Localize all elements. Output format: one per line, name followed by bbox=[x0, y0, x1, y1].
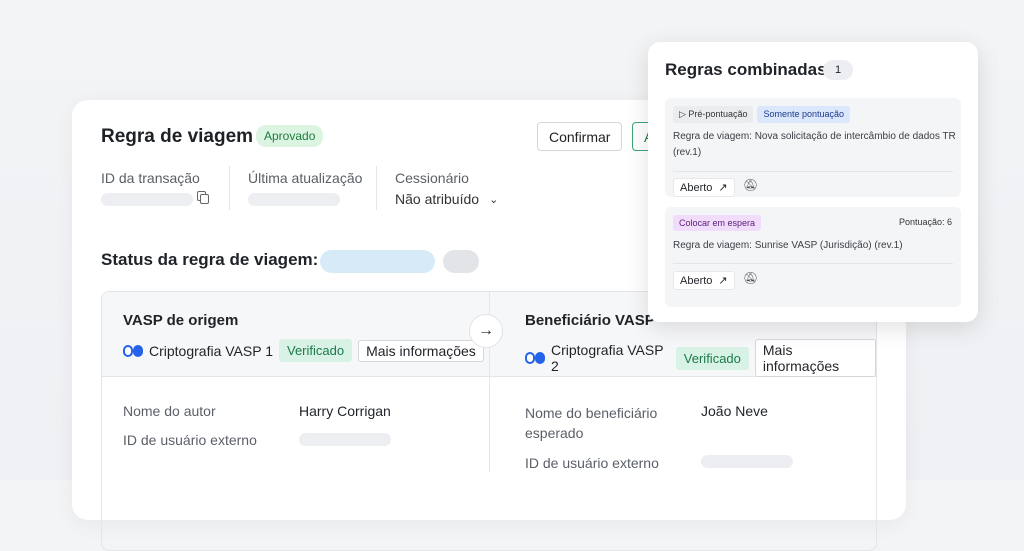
more-info-button[interactable]: Mais informações bbox=[754, 339, 876, 377]
page-title: Regra de viagem bbox=[101, 126, 254, 147]
rule-item: Colocar em espera Pontuação: 6 Regra de … bbox=[665, 207, 961, 307]
beneficiary-name: João Neve bbox=[701, 403, 768, 419]
chevron-down-icon: ⌄ bbox=[489, 193, 499, 206]
external-id-placeholder bbox=[701, 455, 793, 468]
rule-text: Regra de viagem: Nova solicitação de int… bbox=[673, 131, 956, 158]
verified-badge: Verificado bbox=[279, 339, 353, 362]
rule-item: ▷ Pré-pontuação Somente pontuação Regra … bbox=[665, 98, 961, 197]
assignee-value: Não atribuído bbox=[395, 191, 480, 207]
hold-tag: Colocar em espera bbox=[673, 215, 762, 231]
author-name: Harry Corrigan bbox=[299, 403, 391, 419]
pre-score-tag: ▷ Pré-pontuação bbox=[673, 106, 754, 123]
origin-vasp: Criptografia VASP 1 Verificado Mais info… bbox=[123, 339, 484, 362]
confirm-button[interactable]: Confirmar bbox=[537, 122, 623, 151]
last-update-placeholder bbox=[248, 193, 340, 206]
field-label: ID de usuário externo bbox=[123, 432, 257, 448]
field-label: Nome do autor bbox=[123, 403, 216, 419]
matched-rules-panel: Regras combinadas 1 ▷ Pré-pontuação Some… bbox=[648, 42, 978, 322]
vasp-name: Criptografia VASP 2 bbox=[551, 342, 664, 374]
bell-off-icon[interactable]: 🔕︎ bbox=[743, 271, 759, 285]
transaction-id-placeholder bbox=[101, 193, 193, 206]
transaction-id-label: ID da transação bbox=[101, 170, 200, 186]
play-icon: ▷ bbox=[679, 109, 689, 119]
external-link-icon: ↗ bbox=[718, 275, 728, 287]
score-only-tag: Somente pontuação bbox=[757, 106, 851, 123]
vasp-logo-icon bbox=[525, 352, 545, 364]
count-badge: 1 bbox=[823, 60, 853, 80]
divider bbox=[229, 166, 230, 210]
arrow-right-icon: → bbox=[469, 314, 503, 348]
external-link-icon: ↗ bbox=[718, 182, 728, 194]
vasp-name: Criptografia VASP 1 bbox=[149, 342, 273, 359]
open-button[interactable]: Aberto ↗ bbox=[673, 271, 735, 290]
field-label: Nome do beneficiário esperado bbox=[525, 405, 658, 441]
vasp-logo-icon bbox=[123, 344, 143, 357]
last-update-label: Última atualização bbox=[248, 170, 363, 186]
assignee-dropdown[interactable]: Não atribuído ⌄ bbox=[395, 191, 498, 207]
status-badge: Aprovado bbox=[256, 125, 324, 147]
beneficiary-vasp: Criptografia VASP 2 Verificado Mais info… bbox=[525, 339, 876, 377]
beneficiary-heading: Beneficiário VASP bbox=[525, 312, 655, 329]
copy-icon[interactable] bbox=[197, 191, 209, 205]
origin-heading: VASP de origem bbox=[123, 312, 239, 329]
assignee-label: Cessionário bbox=[395, 170, 469, 186]
status-placeholder bbox=[320, 250, 435, 273]
status-placeholder bbox=[443, 250, 479, 273]
divider bbox=[376, 166, 377, 210]
score: Pontuação: 6 bbox=[898, 217, 952, 227]
external-id-placeholder bbox=[299, 433, 391, 446]
status-title: Status da regra de viagem: bbox=[101, 250, 319, 269]
bell-off-icon[interactable]: 🔕︎ bbox=[743, 178, 759, 192]
rule-text: Regra de viagem: Sunrise VASP (Jurisdiçã… bbox=[673, 240, 903, 251]
more-info-button[interactable]: Mais informações bbox=[358, 339, 484, 362]
open-button[interactable]: Aberto ↗ bbox=[673, 178, 735, 197]
verified-badge: Verificado bbox=[675, 346, 749, 370]
panel-title: Regras combinadas bbox=[665, 60, 827, 79]
field-label: ID de usuário externo bbox=[525, 455, 659, 471]
